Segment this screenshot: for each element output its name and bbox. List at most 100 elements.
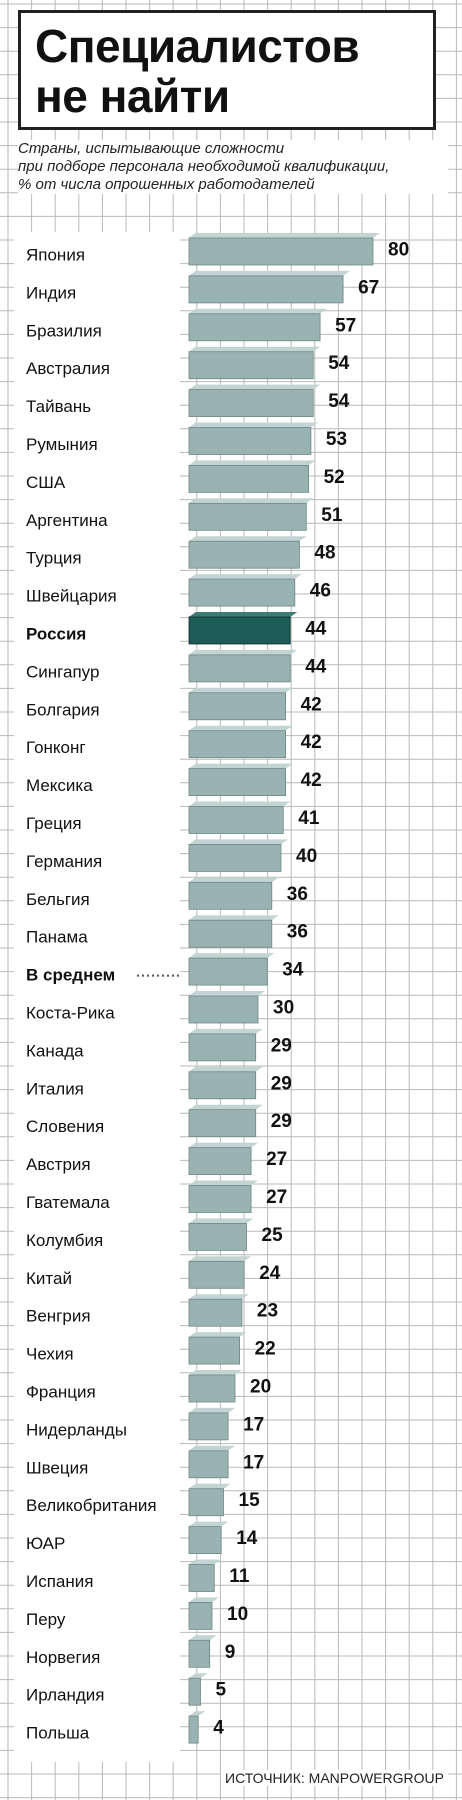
bar-top <box>189 1559 222 1565</box>
bar <box>188 1071 257 1100</box>
chart-subtitle-line-2: при подборе персонала необходимой квалиф… <box>18 158 390 175</box>
bar-top <box>189 1142 259 1148</box>
bar-top <box>189 1445 236 1451</box>
value-label: 41 <box>298 808 320 829</box>
value-label: 15 <box>239 1490 261 1511</box>
value-label: 30 <box>273 998 294 1019</box>
category-label: Япония <box>26 246 85 265</box>
bar <box>188 427 312 455</box>
category-label: Аргентина <box>26 511 108 530</box>
bar-top <box>189 1521 229 1527</box>
chart-subtitle-line-3: % от числа опрошенных работодателей <box>18 176 315 193</box>
category-label: Испания <box>26 1572 93 1591</box>
category-label: Сингапур <box>26 662 99 681</box>
bar-top <box>189 574 302 580</box>
bar-top <box>189 1673 208 1679</box>
label-panel <box>14 232 180 1762</box>
bar <box>188 881 273 910</box>
category-label: Нидерланды <box>26 1420 127 1439</box>
value-label: 44 <box>305 619 327 640</box>
value-label: 46 <box>310 581 331 602</box>
bar <box>188 1526 222 1554</box>
chart-title-line-1: Специалистов <box>35 20 360 72</box>
bar <box>188 464 309 493</box>
category-label: Бельгия <box>26 890 90 909</box>
category-label: Польша <box>26 1724 90 1743</box>
category-label: Германия <box>26 852 102 871</box>
bar-top <box>189 839 288 845</box>
category-label: Индия <box>26 283 76 302</box>
bar <box>188 578 296 607</box>
value-label: 42 <box>301 732 322 753</box>
category-label: Греция <box>26 814 82 833</box>
value-label: 53 <box>326 429 347 450</box>
value-label: 42 <box>301 694 322 715</box>
bar <box>188 351 314 380</box>
bar <box>188 1564 215 1592</box>
bar <box>188 616 291 645</box>
category-label: Коста-Рика <box>26 1004 115 1023</box>
bar-top <box>189 1104 263 1110</box>
bar <box>188 1336 240 1365</box>
value-label: 67 <box>358 277 379 298</box>
value-label: 29 <box>271 1111 292 1132</box>
category-label: Норвегия <box>26 1648 100 1667</box>
bar <box>188 275 344 304</box>
bar-top <box>189 233 380 238</box>
category-label: Словения <box>26 1117 104 1136</box>
category-label: Швеция <box>26 1458 88 1477</box>
category-label: Перу <box>26 1610 66 1629</box>
category-label: Тайвань <box>26 397 91 416</box>
category-label: Великобритания <box>26 1496 157 1515</box>
category-label: Китай <box>26 1269 72 1288</box>
bar <box>188 1223 247 1251</box>
value-label: 80 <box>388 240 409 261</box>
value-label: 5 <box>216 1680 227 1701</box>
bar <box>188 1488 224 1517</box>
category-label: Ирландия <box>26 1686 104 1705</box>
bar <box>188 768 286 796</box>
category-label: В среднем <box>26 966 115 985</box>
bar <box>188 730 286 759</box>
bar-top <box>189 1294 249 1300</box>
value-label: 27 <box>266 1187 287 1208</box>
bar-top <box>189 725 293 731</box>
bar <box>188 1602 213 1630</box>
bar-top <box>189 1332 247 1338</box>
bar <box>188 502 307 531</box>
bar <box>188 1109 257 1138</box>
value-label: 34 <box>282 960 304 981</box>
category-label: ЮАР <box>26 1534 65 1553</box>
source-note: ИСТОЧНИК: MANPOWERGROUP <box>221 1770 448 1786</box>
bar-top <box>189 460 316 466</box>
bar <box>188 995 259 1024</box>
bar-top <box>189 1635 217 1641</box>
category-label: Венгрия <box>26 1307 91 1326</box>
value-label: 11 <box>229 1566 250 1587</box>
value-label: 14 <box>236 1528 258 1549</box>
value-label: 54 <box>328 353 350 374</box>
bar-top <box>189 422 318 428</box>
bar <box>188 919 273 948</box>
bar <box>188 1033 257 1062</box>
bar-top <box>189 1066 263 1072</box>
bar <box>188 1677 201 1706</box>
value-label: 36 <box>287 884 308 905</box>
bar-top <box>189 612 298 617</box>
category-label: Мексика <box>26 776 93 795</box>
bar-top <box>189 384 321 390</box>
value-label: 29 <box>271 1073 292 1094</box>
bar-top <box>189 877 279 883</box>
bar <box>188 1715 199 1744</box>
bar-top <box>189 1256 252 1262</box>
bar-top <box>189 498 314 504</box>
value-label: 24 <box>259 1263 281 1284</box>
chart-title-line-2: не найти <box>35 70 230 122</box>
category-label: Франция <box>26 1383 96 1402</box>
value-label: 27 <box>266 1149 287 1170</box>
bar-top <box>189 915 279 921</box>
bar <box>188 1374 236 1403</box>
value-label: 54 <box>328 391 350 412</box>
value-label: 48 <box>314 543 335 564</box>
bar-top <box>189 991 265 996</box>
